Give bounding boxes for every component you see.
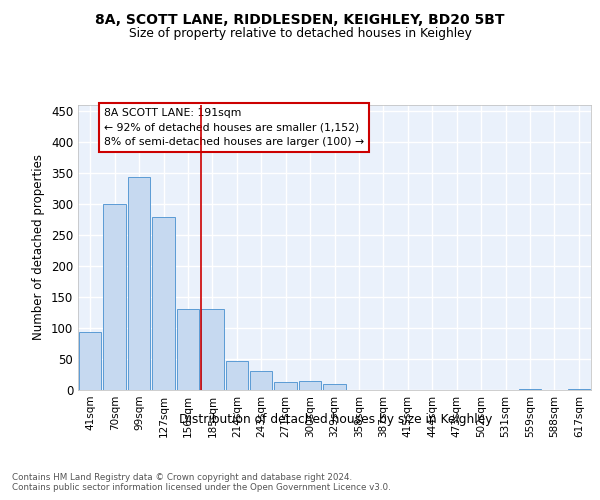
Bar xyxy=(201,310,224,390)
Bar xyxy=(274,382,297,390)
Text: 8A SCOTT LANE: 191sqm
← 92% of detached houses are smaller (1,152)
8% of semi-de: 8A SCOTT LANE: 191sqm ← 92% of detached … xyxy=(104,108,364,147)
Bar xyxy=(250,372,272,390)
Y-axis label: Number of detached properties: Number of detached properties xyxy=(32,154,46,340)
Bar xyxy=(176,310,199,390)
Text: Contains public sector information licensed under the Open Government Licence v3: Contains public sector information licen… xyxy=(12,484,391,492)
Bar xyxy=(103,204,126,390)
Text: Size of property relative to detached houses in Keighley: Size of property relative to detached ho… xyxy=(128,28,472,40)
Text: Distribution of detached houses by size in Keighley: Distribution of detached houses by size … xyxy=(179,412,493,426)
Text: Contains HM Land Registry data © Crown copyright and database right 2024.: Contains HM Land Registry data © Crown c… xyxy=(12,472,352,482)
Bar xyxy=(79,332,101,390)
Bar xyxy=(152,216,175,390)
Bar xyxy=(226,361,248,390)
Bar xyxy=(299,380,322,390)
Bar xyxy=(323,384,346,390)
Text: 8A, SCOTT LANE, RIDDLESDEN, KEIGHLEY, BD20 5BT: 8A, SCOTT LANE, RIDDLESDEN, KEIGHLEY, BD… xyxy=(95,12,505,26)
Bar xyxy=(128,178,151,390)
